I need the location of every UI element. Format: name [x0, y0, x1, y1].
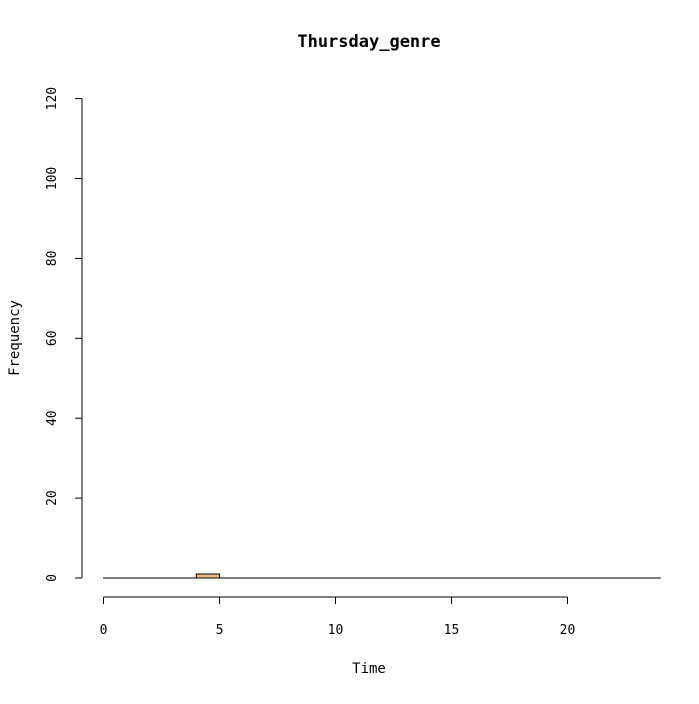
chart-title: Thursday_genre	[297, 32, 440, 52]
x-tick-label: 20	[560, 623, 576, 638]
y-tick-label: 60	[45, 330, 60, 346]
y-tick-label: 80	[45, 251, 60, 267]
y-axis-label: Frequency	[7, 300, 23, 376]
x-tick-label: 10	[328, 623, 344, 638]
x-axis-label: Time	[352, 661, 386, 677]
y-tick-label: 0	[45, 574, 60, 582]
x-tick-label: 5	[216, 623, 224, 638]
y-tick-label: 40	[45, 410, 60, 426]
x-tick-label: 0	[100, 623, 108, 638]
y-axis: 0 20 40 60 80 100 120	[45, 87, 82, 582]
x-axis: 0 5 10 15 20	[100, 597, 576, 638]
histogram-bar	[196, 574, 219, 578]
y-tick-label: 120	[45, 87, 60, 110]
y-tick-label: 20	[45, 490, 60, 506]
y-tick-label: 100	[45, 167, 60, 190]
bars	[104, 574, 661, 578]
x-tick-label: 15	[444, 623, 460, 638]
